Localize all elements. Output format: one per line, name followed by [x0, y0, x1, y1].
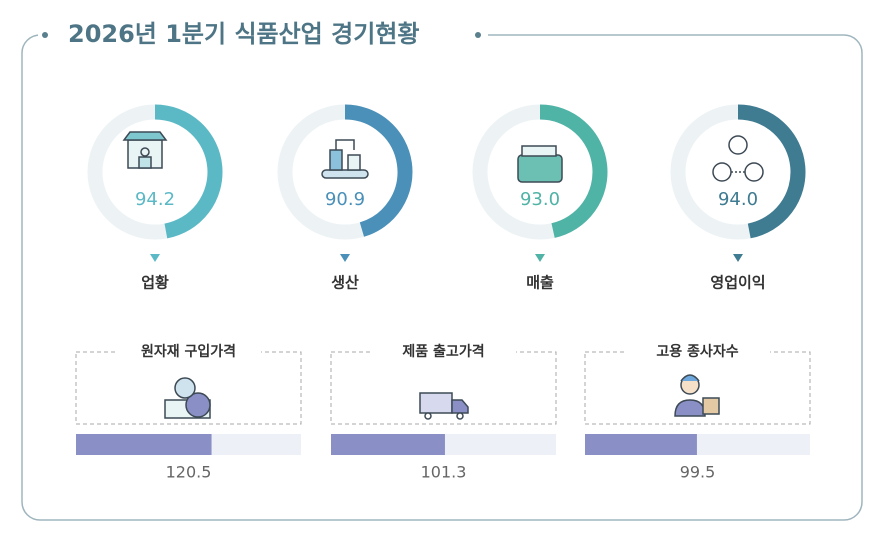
gauge-label: 영업이익 — [710, 274, 765, 292]
profit-icon — [712, 135, 764, 182]
worker-icon — [674, 374, 720, 417]
vegetable-icon — [164, 377, 211, 419]
gauge-arc — [154, 104, 223, 239]
panel-title: 원자재 구입가격 — [141, 343, 236, 360]
truck-icon — [419, 392, 469, 420]
bar-value: 120.5 — [166, 463, 212, 482]
gauge-label: 업황 — [141, 274, 169, 292]
panel-title: 고용 종사자수 — [656, 344, 738, 360]
bar-value: 101.3 — [421, 463, 467, 482]
bar-value: 99.5 — [680, 463, 716, 482]
gauge-value: 90.9 — [325, 189, 365, 210]
gauge-arc — [344, 104, 413, 237]
pointer — [150, 254, 160, 262]
pointer — [535, 254, 545, 262]
bar — [585, 434, 697, 455]
gauge-arc — [539, 104, 608, 238]
panel-title: 제품 출고가격 — [402, 343, 484, 360]
gauge-value: 94.2 — [135, 189, 175, 210]
title: 2026년 1분기 식품산업 경기현황 — [68, 20, 419, 48]
pointer — [340, 254, 350, 262]
panel-title-bg — [116, 340, 261, 364]
factory-icon — [321, 139, 369, 179]
bar — [331, 434, 445, 455]
title-dot — [475, 32, 481, 38]
title-dot — [42, 32, 48, 38]
store-icon — [122, 131, 168, 169]
pointer — [733, 254, 743, 262]
gauge-label: 생산 — [331, 274, 359, 292]
gauge-value: 93.0 — [520, 189, 560, 210]
panel-title-bg — [371, 340, 516, 364]
bar — [76, 434, 212, 455]
gauge-arc — [737, 104, 806, 239]
wallet-icon — [517, 145, 563, 183]
gauge-value: 94.0 — [718, 189, 758, 210]
title-bg — [38, 20, 488, 50]
panel-title-bg — [625, 340, 770, 364]
icons — [122, 131, 764, 420]
gauge-label: 매출 — [526, 274, 554, 292]
